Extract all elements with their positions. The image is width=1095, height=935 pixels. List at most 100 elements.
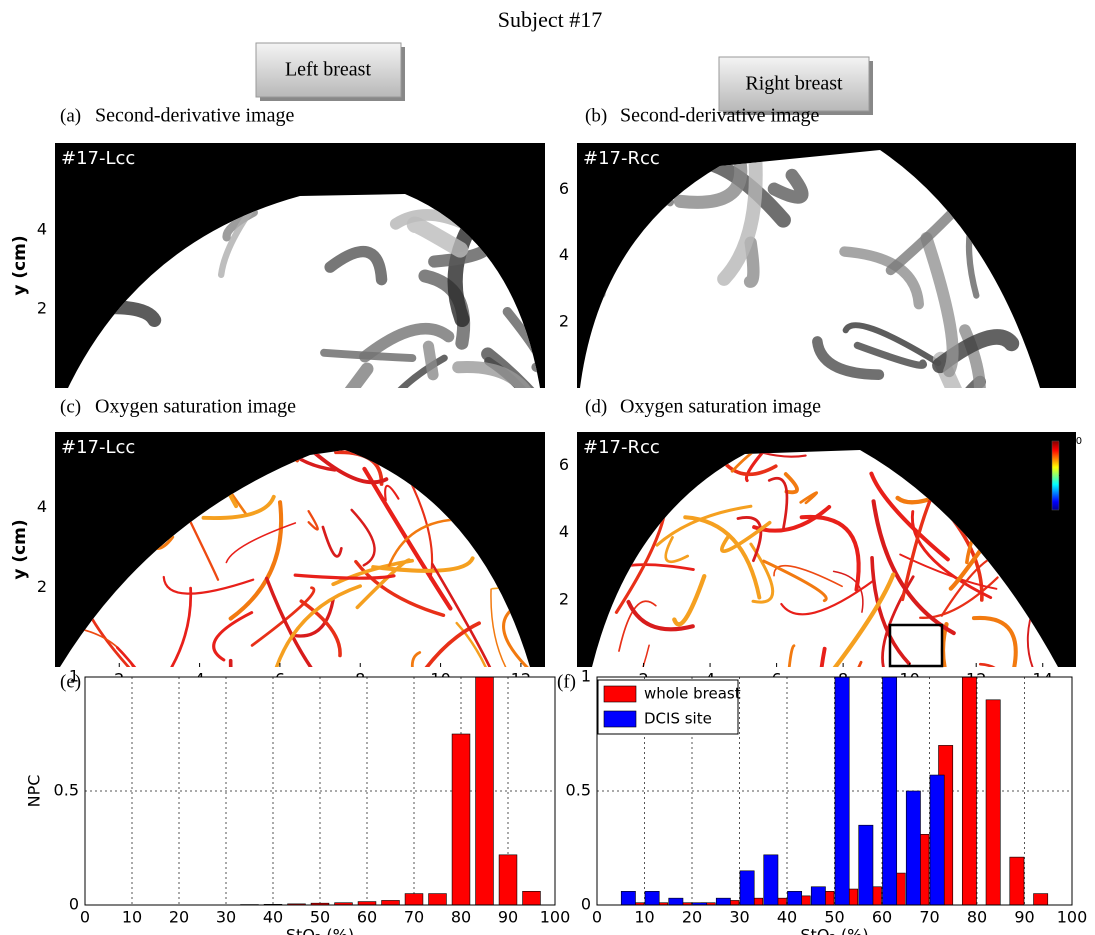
vessel <box>455 621 511 667</box>
vessel <box>294 598 335 638</box>
vessel <box>672 573 707 627</box>
y-tick-label: 0.5 <box>54 781 79 800</box>
vessel <box>762 559 828 603</box>
colorbar-tick-label: 0 <box>1063 505 1069 516</box>
vessel <box>264 584 362 667</box>
vessel <box>871 499 956 636</box>
bar <box>787 891 803 906</box>
x-tick-label: 50 <box>310 908 330 927</box>
y-axis-label: y (cm) <box>10 519 30 579</box>
x-tick-label: 70 <box>919 908 939 927</box>
vessel <box>799 491 818 505</box>
vessel <box>225 522 297 564</box>
bar <box>905 790 921 906</box>
x-axis-label: StO₂ (%) <box>800 926 868 935</box>
vessel <box>116 646 160 667</box>
bar <box>882 676 898 906</box>
button-label: Left breast <box>285 59 372 81</box>
vessel <box>299 599 342 658</box>
vessel <box>452 361 540 388</box>
vessel <box>384 484 400 502</box>
x-tick-label: 80 <box>967 908 987 927</box>
x-tick-label: 100 <box>1057 908 1088 927</box>
image-tag: #17-Rcc <box>583 437 660 458</box>
vessel <box>717 155 763 286</box>
panel-label: (f) <box>557 671 576 692</box>
vessel <box>920 232 959 378</box>
panel-label: (e) <box>60 671 81 692</box>
vessel <box>293 573 396 580</box>
vessel <box>371 556 475 573</box>
y-tick-label: 4 <box>37 497 47 516</box>
bar <box>428 893 447 906</box>
bar <box>834 676 850 906</box>
button[interactable] <box>255 42 402 98</box>
colorbar-tick-label: 100 <box>1063 436 1082 447</box>
x-tick-label: 30 <box>729 908 749 927</box>
vessel <box>418 621 481 667</box>
y-tick-label: 4 <box>559 245 569 264</box>
y-tick-label: 2 <box>559 311 569 330</box>
panel-title: Oxygen saturation image <box>95 396 296 418</box>
vessel <box>321 525 343 558</box>
vessel <box>1073 247 1095 342</box>
panel-label: (b) <box>585 105 607 126</box>
colorbar <box>1051 440 1060 511</box>
x-tick-label: 90 <box>1014 908 1034 927</box>
vessel <box>940 621 989 667</box>
y-axis-label: NPC <box>25 775 44 808</box>
vessel <box>910 510 993 600</box>
bar <box>404 893 424 906</box>
legend-label: DCIS site <box>644 710 712 728</box>
vessel <box>490 588 529 667</box>
vessel <box>767 477 789 530</box>
vessel <box>217 194 303 279</box>
legend-label: whole breast <box>644 685 741 703</box>
y-axis-label: y (cm) <box>10 235 30 295</box>
x-axis-label: StO₂ (%) <box>286 926 354 935</box>
button[interactable] <box>718 56 870 112</box>
bar <box>644 891 660 906</box>
vessel <box>919 576 999 619</box>
bar <box>381 900 400 906</box>
panel-title: Second-derivative image <box>95 105 294 127</box>
vessel <box>853 341 928 369</box>
x-tick-label: 90 <box>498 908 518 927</box>
bar <box>498 854 518 906</box>
vessel <box>780 578 876 616</box>
bar <box>858 824 874 906</box>
y-tick-label: 4 <box>559 522 569 541</box>
y-tick-label: 1 <box>69 667 79 686</box>
x-tick-label: 80 <box>451 908 471 927</box>
vessel <box>307 510 319 531</box>
legend-swatch <box>603 710 637 728</box>
vessel <box>410 651 436 667</box>
bar <box>929 774 945 906</box>
bar <box>961 676 977 906</box>
x-tick-label: 70 <box>404 908 424 927</box>
vessel <box>730 450 826 473</box>
vessel <box>783 472 799 495</box>
bar <box>763 854 779 906</box>
vessel <box>350 508 376 567</box>
panel-label: (c) <box>60 396 81 417</box>
vessel <box>212 611 254 662</box>
vessel <box>783 644 796 667</box>
y-tick-label: 6 <box>559 179 569 198</box>
bar <box>475 676 494 906</box>
y-tick-label: 1 <box>581 667 591 686</box>
y-tick-label: 2 <box>559 589 569 608</box>
bar <box>739 870 755 906</box>
bar <box>668 897 684 906</box>
vessel <box>362 466 453 611</box>
image-content <box>68 194 540 388</box>
vessel <box>767 168 809 204</box>
x-tick-label: 10 <box>122 908 142 927</box>
vessel <box>162 575 255 595</box>
vessel <box>869 471 950 562</box>
vessel <box>812 336 885 380</box>
vessel <box>422 340 439 381</box>
y-tick-label: 0 <box>69 895 79 914</box>
vessel <box>971 615 1018 667</box>
